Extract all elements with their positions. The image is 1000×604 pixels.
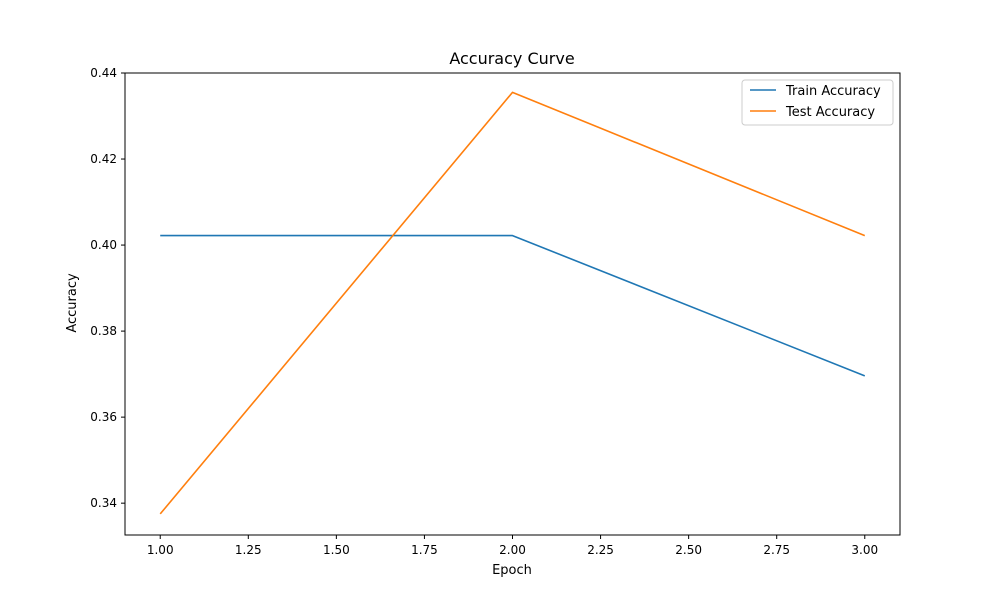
x-axis-ticks: 1.00 1.25 1.50 1.75 2.00 2.25 2.50 2.75 3.00 <box>147 535 878 557</box>
series-lines <box>159 91 866 515</box>
y-tick-label: 0.42 <box>90 152 117 166</box>
x-tick-label: 1.50 <box>323 543 350 557</box>
chart-title: Accuracy Curve <box>449 49 574 68</box>
x-tick-label: 2.25 <box>587 543 614 557</box>
y-tick-label: 0.44 <box>90 66 117 80</box>
y-axis-label: Accuracy <box>65 273 80 333</box>
x-axis-label: Epoch <box>492 563 532 578</box>
x-tick-label: 1.75 <box>411 543 438 557</box>
y-tick-label: 0.38 <box>90 324 117 338</box>
legend: Train Accuracy Test Accuracy <box>741 79 894 126</box>
y-axis-ticks: 0.34 0.36 0.38 0.40 0.42 0.44 <box>90 66 125 510</box>
x-tick-label: 2.75 <box>763 543 790 557</box>
y-tick-label: 0.40 <box>90 238 117 252</box>
plot-area: 1.00 1.25 1.50 1.75 2.00 2.25 2.50 2.75 3.00 0.3… <box>90 66 901 557</box>
y-tick-label: 0.34 <box>90 496 117 510</box>
series-line-train-accuracy <box>160 234 866 377</box>
series-line-test-accuracy <box>159 91 866 515</box>
x-tick-label: 2.50 <box>675 543 702 557</box>
legend-label-test-accuracy: Test Accuracy <box>785 105 875 120</box>
y-tick-label: 0.36 <box>90 410 117 424</box>
x-tick-label: 1.00 <box>147 543 174 557</box>
x-tick-label: 2.00 <box>499 543 526 557</box>
x-tick-label: 3.00 <box>851 543 878 557</box>
legend-box <box>741 79 894 126</box>
x-tick-label: 1.25 <box>235 543 262 557</box>
legend-label-train-accuracy: Train Accuracy <box>785 84 881 99</box>
